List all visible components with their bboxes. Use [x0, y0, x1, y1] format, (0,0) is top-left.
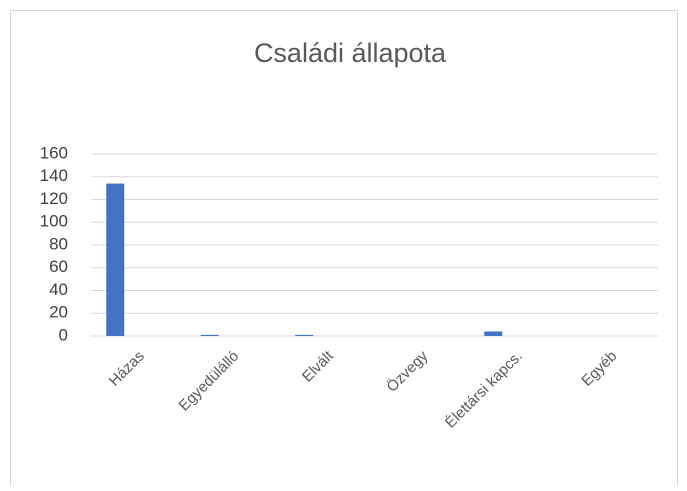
- y-tick-label: 60: [49, 257, 68, 276]
- y-tick-label: 40: [49, 280, 68, 299]
- bar: [200, 334, 219, 336]
- bar: [106, 183, 125, 336]
- y-tick-label: 80: [49, 234, 68, 253]
- y-tick-label: 100: [40, 212, 68, 231]
- chart-title: Családi állapota: [254, 38, 447, 68]
- y-tick-label: 160: [40, 143, 68, 162]
- bar: [484, 331, 503, 336]
- bar: [295, 334, 314, 336]
- y-tick-label: 140: [40, 166, 68, 185]
- y-tick-label: 20: [49, 303, 68, 322]
- y-tick-label: 0: [59, 325, 68, 344]
- y-tick-label: 120: [40, 189, 68, 208]
